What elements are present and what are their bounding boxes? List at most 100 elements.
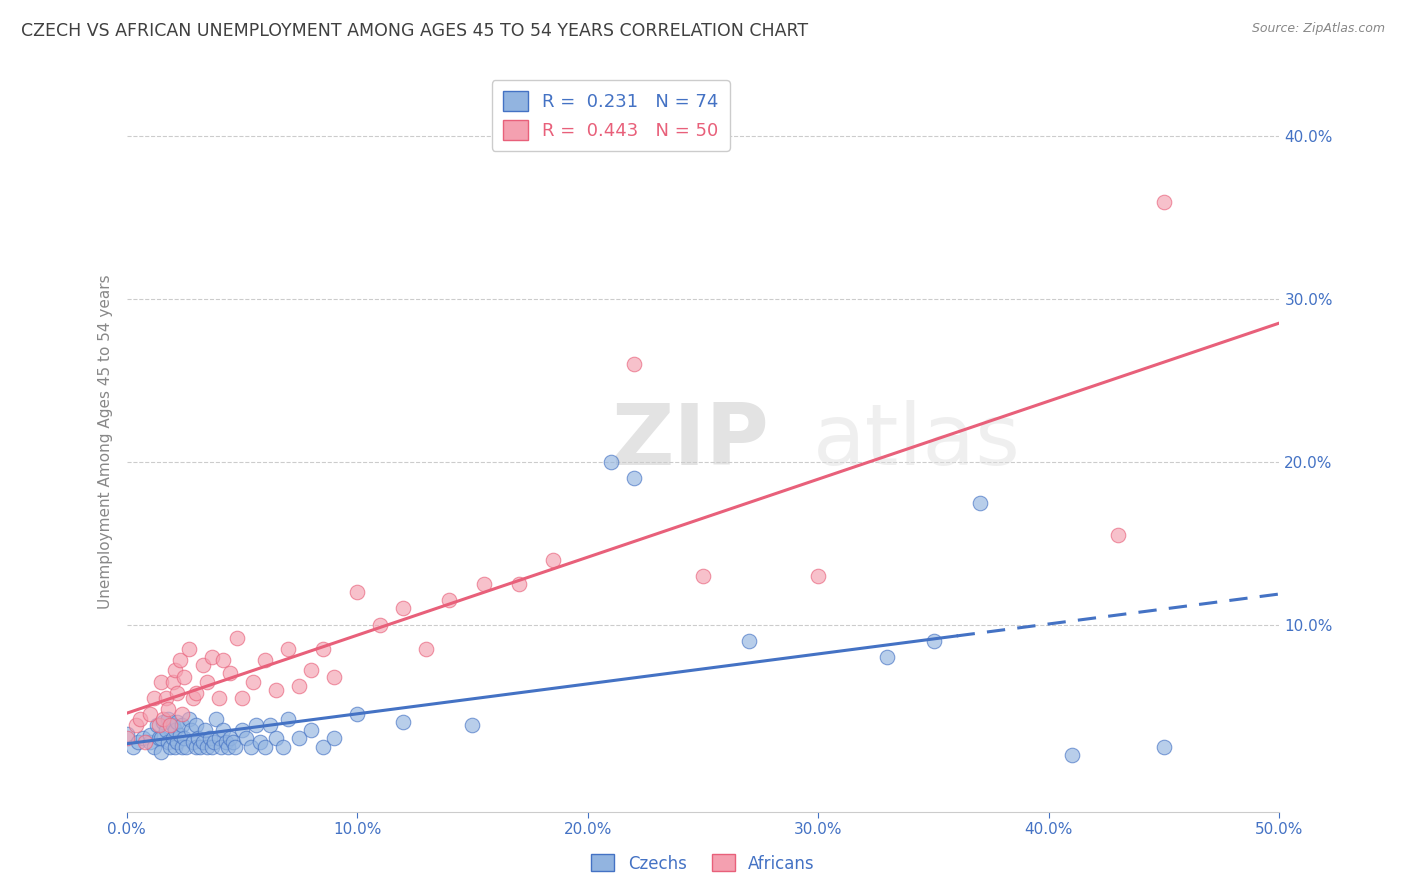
Point xyxy=(253,653,276,667)
Point xyxy=(177,712,200,726)
Point xyxy=(159,739,181,754)
Point xyxy=(148,718,170,732)
Point xyxy=(170,707,193,722)
Point xyxy=(157,702,180,716)
Point xyxy=(346,707,368,722)
Point xyxy=(807,568,830,582)
Point xyxy=(541,552,564,566)
Point xyxy=(170,718,193,732)
Point xyxy=(191,735,214,749)
Point xyxy=(202,735,225,749)
Point xyxy=(127,735,149,749)
Point xyxy=(170,739,193,754)
Point xyxy=(240,739,263,754)
Point xyxy=(150,731,173,746)
Point xyxy=(311,739,333,754)
Point xyxy=(115,731,138,746)
Point xyxy=(184,739,207,754)
Point xyxy=(1153,194,1175,209)
Point xyxy=(183,690,205,705)
Point xyxy=(162,674,184,689)
Point xyxy=(219,731,242,746)
Point xyxy=(212,723,235,738)
Point xyxy=(253,739,276,754)
Point xyxy=(209,739,232,754)
Point xyxy=(299,723,322,738)
Point xyxy=(177,642,200,657)
Point xyxy=(129,712,152,726)
Point xyxy=(150,674,173,689)
Point xyxy=(224,739,246,754)
Point xyxy=(415,642,437,657)
Point xyxy=(201,650,224,665)
Point xyxy=(115,726,138,740)
Point xyxy=(508,577,530,591)
Point xyxy=(169,653,191,667)
Point xyxy=(180,723,202,738)
Point xyxy=(392,715,415,730)
Point xyxy=(184,718,207,732)
Point xyxy=(231,690,253,705)
Point xyxy=(277,712,299,726)
Point xyxy=(198,731,221,746)
Point xyxy=(184,686,207,700)
Point xyxy=(138,735,160,749)
Point xyxy=(876,650,898,665)
Point xyxy=(288,680,311,694)
Point xyxy=(159,718,181,732)
Point xyxy=(242,674,264,689)
Point xyxy=(169,728,191,742)
Point xyxy=(692,568,714,582)
Point xyxy=(131,731,153,746)
Y-axis label: Unemployment Among Ages 45 to 54 years: Unemployment Among Ages 45 to 54 years xyxy=(97,274,112,609)
Point xyxy=(273,739,295,754)
Point xyxy=(155,690,177,705)
Point xyxy=(392,601,415,615)
Point xyxy=(183,735,205,749)
Point xyxy=(221,735,243,749)
Point xyxy=(138,728,160,742)
Legend: R =  0.231   N = 74, R =  0.443   N = 50: R = 0.231 N = 74, R = 0.443 N = 50 xyxy=(492,80,730,151)
Point xyxy=(162,718,184,732)
Point xyxy=(163,739,186,754)
Point xyxy=(231,723,253,738)
Point xyxy=(187,731,209,746)
Text: ZIP: ZIP xyxy=(610,400,769,483)
Point xyxy=(194,723,217,738)
Point xyxy=(623,357,645,371)
Text: atlas: atlas xyxy=(813,400,1021,483)
Point xyxy=(323,731,346,746)
Point xyxy=(208,731,231,746)
Point xyxy=(266,682,288,697)
Point xyxy=(215,735,238,749)
Point xyxy=(969,495,991,509)
Point xyxy=(205,712,228,726)
Point xyxy=(176,739,198,754)
Point xyxy=(188,739,211,754)
Point xyxy=(173,670,195,684)
Point xyxy=(259,718,281,732)
Point xyxy=(311,642,333,657)
Point xyxy=(346,585,368,599)
Point xyxy=(1107,528,1129,542)
Point xyxy=(125,718,148,732)
Point xyxy=(150,745,173,759)
Point xyxy=(219,666,242,681)
Point xyxy=(245,718,267,732)
Point xyxy=(1153,739,1175,754)
Point xyxy=(277,642,299,657)
Point xyxy=(134,735,156,749)
Point xyxy=(249,735,271,749)
Point xyxy=(143,690,166,705)
Point xyxy=(152,715,174,730)
Point xyxy=(299,663,322,677)
Point xyxy=(195,739,218,754)
Point xyxy=(138,707,160,722)
Text: CZECH VS AFRICAN UNEMPLOYMENT AMONG AGES 45 TO 54 YEARS CORRELATION CHART: CZECH VS AFRICAN UNEMPLOYMENT AMONG AGES… xyxy=(21,22,808,40)
Point xyxy=(288,731,311,746)
Point xyxy=(472,577,495,591)
Text: Source: ZipAtlas.com: Source: ZipAtlas.com xyxy=(1251,22,1385,36)
Point xyxy=(439,593,461,607)
Point xyxy=(623,471,645,485)
Point xyxy=(266,731,288,746)
